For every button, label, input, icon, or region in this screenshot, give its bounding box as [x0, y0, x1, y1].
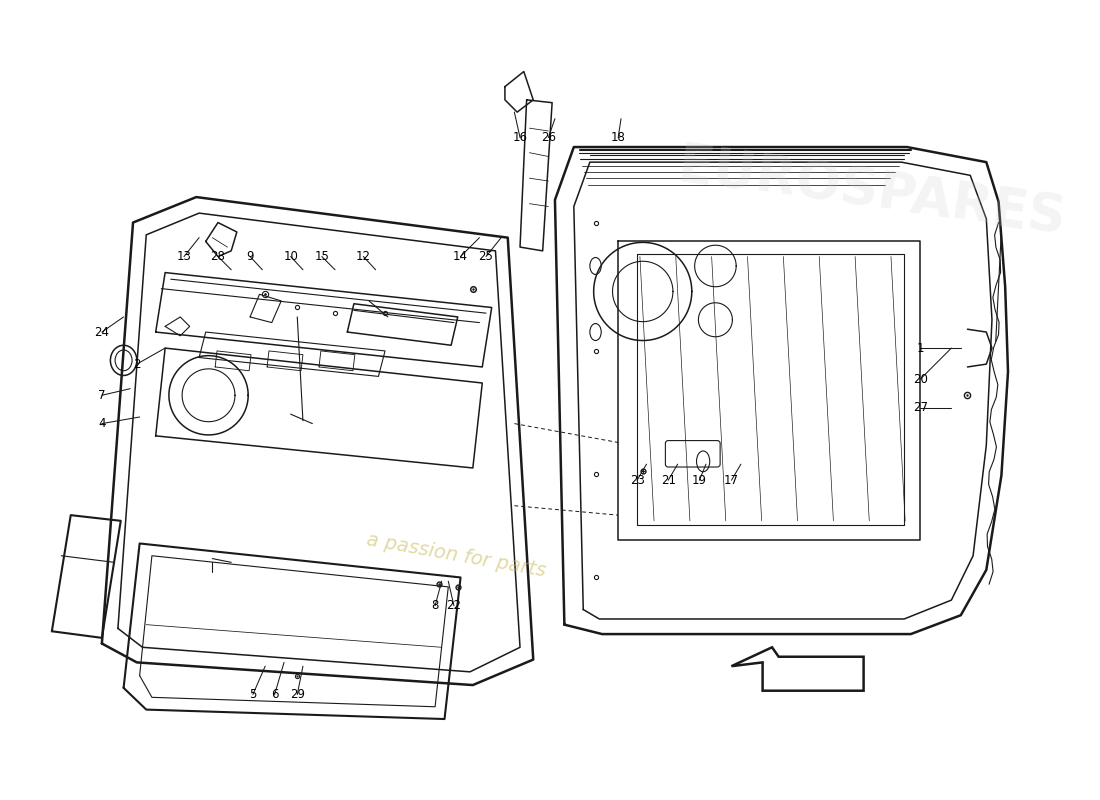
Text: 10: 10 [283, 250, 298, 263]
Text: 27: 27 [913, 401, 927, 414]
Text: 2: 2 [133, 358, 141, 370]
Text: 25: 25 [478, 250, 494, 263]
Text: 7: 7 [98, 389, 106, 402]
Text: 20: 20 [913, 373, 927, 386]
Text: 15: 15 [315, 250, 329, 263]
Text: 1: 1 [916, 342, 924, 354]
Text: 17: 17 [724, 474, 739, 486]
Text: 28: 28 [210, 250, 225, 263]
Text: 18: 18 [610, 131, 626, 144]
Text: 26: 26 [541, 131, 556, 144]
Text: 29: 29 [289, 688, 305, 701]
Text: 24: 24 [95, 326, 109, 338]
Text: 4: 4 [98, 417, 106, 430]
Text: 9: 9 [246, 250, 254, 263]
Text: 16: 16 [513, 131, 528, 144]
Text: 21: 21 [661, 474, 675, 486]
Text: 22: 22 [447, 599, 462, 612]
Polygon shape [732, 647, 864, 690]
Text: 14: 14 [453, 250, 469, 263]
Text: 6: 6 [271, 688, 278, 701]
Text: EUROSPARES: EUROSPARES [673, 139, 1069, 246]
Text: 12: 12 [355, 250, 371, 263]
Text: 19: 19 [692, 474, 707, 486]
Text: 5: 5 [250, 688, 256, 701]
Text: 13: 13 [177, 250, 191, 263]
Text: 23: 23 [629, 474, 645, 486]
Text: 8: 8 [431, 599, 439, 612]
Text: a passion for parts: a passion for parts [364, 530, 547, 581]
